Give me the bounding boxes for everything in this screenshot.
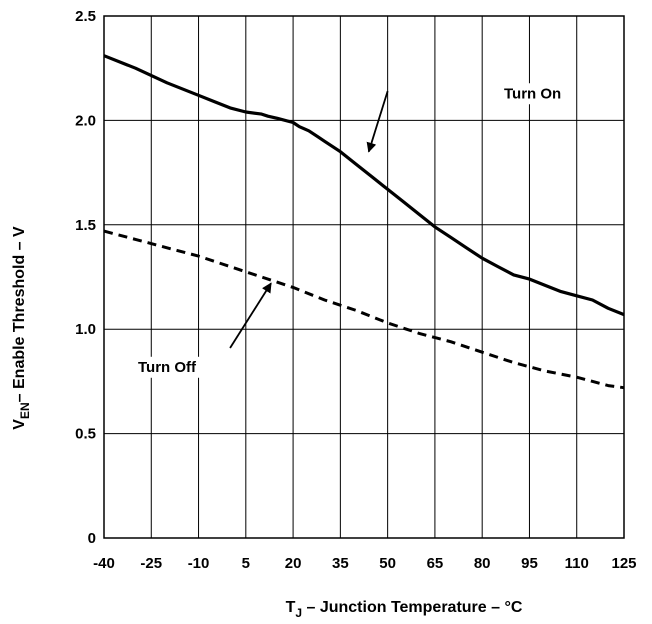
annotation-turn-off: Turn Off bbox=[138, 359, 197, 376]
arrow-turn-off bbox=[229, 282, 272, 349]
x-tick-label: 20 bbox=[285, 555, 302, 572]
x-tick-label: 50 bbox=[379, 555, 396, 572]
series-group bbox=[103, 54, 625, 390]
annotation-bg-turn-off bbox=[134, 356, 202, 378]
x-tick-label: 5 bbox=[242, 555, 250, 572]
plot-frame bbox=[103, 15, 625, 539]
x-tick-label: -40 bbox=[93, 555, 115, 572]
y-tick-label: 1.5 bbox=[75, 217, 96, 234]
x-tick-labels: -40 -25 -10 5 20 35 50 65 80 95 110 125 bbox=[93, 555, 636, 572]
annotation-bg-turn-on bbox=[499, 83, 566, 105]
annotation-turn-on: Turn On bbox=[504, 85, 561, 102]
x-tick-label: -10 bbox=[188, 555, 210, 572]
x-tick-label: 80 bbox=[474, 555, 491, 572]
x-tick-label: 65 bbox=[427, 555, 444, 572]
x-axis-title: TJ – Junction Temperature – °C bbox=[286, 599, 523, 620]
y-tick-label: 2.5 bbox=[75, 8, 96, 25]
annotations: Turn On Turn Off bbox=[134, 83, 566, 378]
x-tick-label: -25 bbox=[140, 555, 162, 572]
y-tick-label: 0.5 bbox=[75, 426, 96, 443]
x-tick-label: 35 bbox=[332, 555, 349, 572]
y-tick-label: 2.0 bbox=[75, 112, 96, 129]
y-tick-label: 0 bbox=[88, 530, 96, 547]
arrow-turn-on bbox=[366, 90, 389, 153]
y-tick-label: 1.0 bbox=[75, 321, 96, 338]
y-tick-labels: 0 0.5 1.0 1.5 2.0 2.5 bbox=[75, 8, 96, 547]
x-tick-label: 125 bbox=[611, 555, 636, 572]
x-tick-label: 110 bbox=[565, 555, 589, 572]
x-tick-label: 95 bbox=[521, 555, 538, 572]
series-line-turn-off bbox=[103, 229, 625, 390]
y-axis-title: VEN– Enable Threshold – V bbox=[11, 226, 32, 430]
series-line-turn-on bbox=[103, 54, 625, 317]
